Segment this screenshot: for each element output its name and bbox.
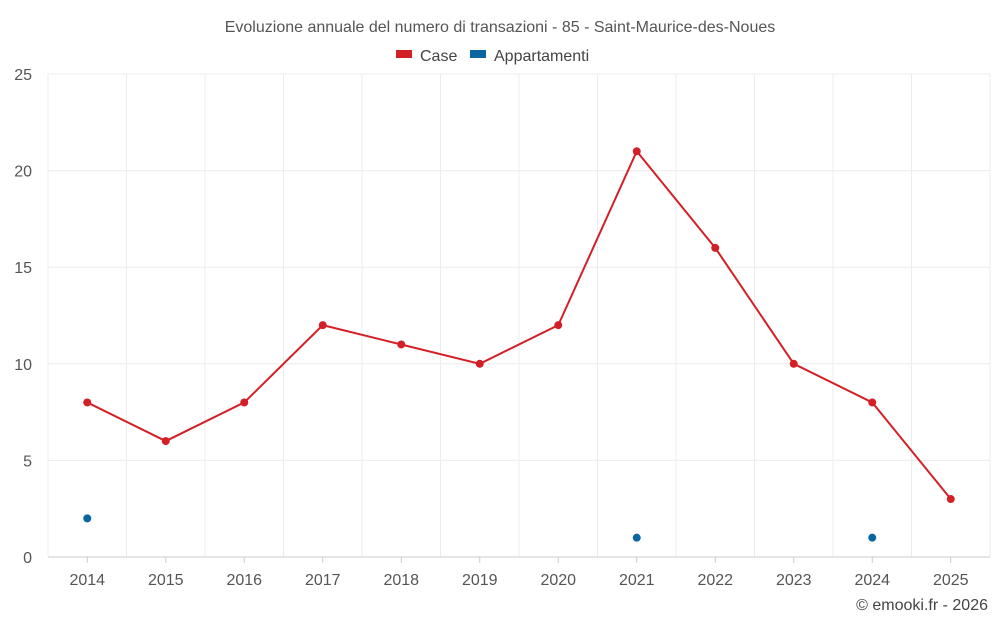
x-tick-label: 2017 (305, 572, 341, 589)
legend-label-case: Case (420, 48, 457, 65)
x-tick-label: 2015 (148, 572, 184, 589)
y-tick-label: 15 (14, 260, 32, 277)
data-point-case[interactable] (475, 359, 484, 368)
data-point-case[interactable] (946, 495, 955, 504)
data-point-case[interactable] (554, 321, 563, 330)
x-tick-label: 2024 (854, 572, 890, 589)
x-tick-label: 2023 (776, 572, 812, 589)
legend-label-appartamenti: Appartamenti (494, 48, 589, 65)
series-line-case (86, 149, 952, 500)
data-point-case[interactable] (318, 321, 327, 330)
y-tick-label: 5 (23, 453, 32, 470)
data-point-case[interactable] (789, 359, 798, 368)
x-tick-label: 2016 (226, 572, 262, 589)
grid (47, 73, 991, 557)
x-tick-label: 2021 (619, 572, 655, 589)
y-tick-label: 10 (14, 357, 32, 374)
legend-swatch-appartamenti (470, 50, 486, 58)
chart-title: Evoluzione annuale del numero di transaz… (225, 19, 776, 36)
data-point-appartamenti[interactable] (83, 514, 92, 523)
x-tick-label: 2014 (69, 572, 105, 589)
data-point-case[interactable] (397, 340, 406, 349)
x-tick-label: 2022 (697, 572, 733, 589)
data-point-appartamenti[interactable] (632, 533, 641, 542)
data-point-case[interactable] (161, 437, 170, 446)
x-tick-label: 2018 (383, 572, 419, 589)
x-tick-label: 2020 (540, 572, 576, 589)
legend: Case Appartamenti (396, 48, 589, 65)
legend-swatch-case (396, 50, 412, 58)
series (83, 147, 955, 542)
data-point-case[interactable] (240, 398, 249, 407)
data-point-case[interactable] (711, 243, 720, 252)
y-tick-label: 0 (23, 550, 32, 567)
x-tick-label: 2019 (462, 572, 498, 589)
x-tick-label: 2025 (933, 572, 969, 589)
data-point-case[interactable] (83, 398, 92, 407)
y-tick-label: 20 (14, 164, 32, 181)
y-tick-label: 25 (14, 67, 32, 84)
data-point-case[interactable] (632, 147, 641, 156)
credit-text: © emooki.fr - 2026 (856, 597, 988, 614)
data-point-case[interactable] (868, 398, 877, 407)
data-point-appartamenti[interactable] (868, 533, 877, 542)
